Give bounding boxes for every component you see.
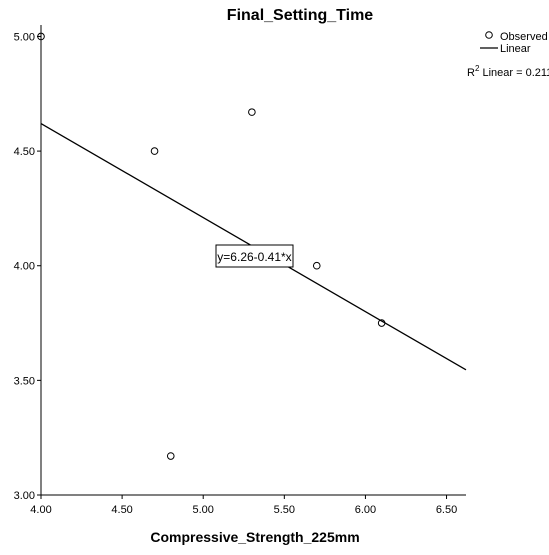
y-tick-label: 3.00 (14, 490, 35, 502)
y-tick-label: 3.50 (14, 375, 35, 387)
x-tick-label: 4.50 (111, 504, 132, 516)
legend-r-squared: R2 Linear = 0.211 (467, 64, 549, 79)
fit-equation-label: y=6.26-0.41*x (217, 250, 291, 264)
x-axis-label: Compressive_Strength_225mm (150, 529, 359, 545)
legend: Observed Linear R2 Linear = 0.211 (467, 31, 549, 79)
x-tick-label: 4.00 (30, 504, 51, 516)
data-point (248, 108, 256, 116)
fit-equation-box: y=6.26-0.41*x (215, 244, 294, 268)
legend-linear-label: Linear (500, 43, 531, 55)
legend-observed-label: Observed (500, 31, 548, 43)
chart-title: Final_Setting_Time (227, 7, 374, 24)
data-point (166, 452, 175, 460)
y-axis-ticks: 3.00 3.50 4.00 4.50 5.00 (14, 31, 41, 502)
data-point (312, 261, 321, 270)
x-axis-ticks: 4.00 4.50 5.00 5.50 6.00 6.50 (30, 495, 457, 516)
data-point (150, 147, 159, 155)
x-tick-label: 5.50 (274, 504, 295, 516)
x-tick-label: 5.00 (193, 504, 214, 516)
y-tick-label: 4.00 (14, 261, 35, 273)
data-point (37, 32, 45, 41)
data-point (377, 319, 386, 327)
x-tick-label: 6.50 (436, 504, 457, 516)
y-tick-label: 5.00 (14, 31, 35, 43)
x-tick-label: 6.00 (355, 504, 376, 516)
y-tick-label: 4.50 (14, 146, 35, 158)
data-points (37, 32, 386, 460)
legend-observed-marker (485, 31, 493, 39)
